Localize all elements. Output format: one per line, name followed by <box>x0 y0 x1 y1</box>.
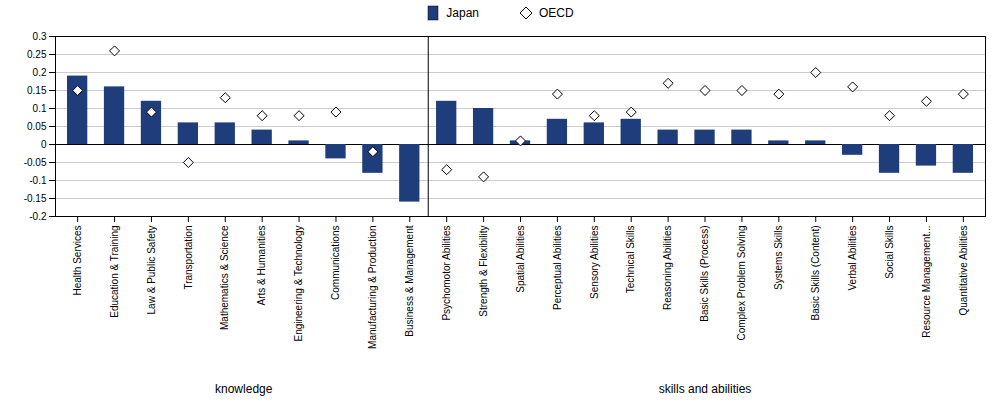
svg-text:-0.15: -0.15 <box>24 193 47 204</box>
svg-text:0: 0 <box>41 139 47 150</box>
svg-text:Basic Skills (Process): Basic Skills (Process) <box>699 226 710 322</box>
svg-text:Verbal Abilities: Verbal Abilities <box>847 226 858 291</box>
svg-text:Health Services: Health Services <box>72 226 83 296</box>
svg-text:Arts & Humanities: Arts & Humanities <box>256 226 267 306</box>
svg-text:Mathematics & Science: Mathematics & Science <box>219 225 230 330</box>
svg-text:Manufacturing & Production: Manufacturing & Production <box>367 226 378 349</box>
svg-text:0.1: 0.1 <box>33 103 47 114</box>
svg-text:Quantitative Abilities: Quantitative Abilities <box>958 226 969 316</box>
svg-text:Systems Skills: Systems Skills <box>773 226 784 290</box>
svg-text:-0.2: -0.2 <box>29 211 47 222</box>
svg-text:knowledge: knowledge <box>215 382 273 396</box>
html-text:OECD: OECD <box>539 6 574 20</box>
svg-text:0.05: 0.05 <box>27 121 47 132</box>
svg-text:Reasoning Abilities: Reasoning Abilities <box>662 226 673 311</box>
svg-text:-0.1: -0.1 <box>29 175 47 186</box>
svg-text:Communications: Communications <box>330 226 341 300</box>
svg-text:-0.05: -0.05 <box>24 157 47 168</box>
svg-text:Resource Management...: Resource Management... <box>921 226 932 338</box>
svg-text:Technical Skills: Technical Skills <box>625 226 636 294</box>
svg-text:Spatial Abilities: Spatial Abilities <box>515 226 526 293</box>
svg-text:0.2: 0.2 <box>33 67 47 78</box>
svg-text:Perceptual Abilities: Perceptual Abilities <box>552 226 563 311</box>
svg-text:Psychomotor Abilities: Psychomotor Abilities <box>441 226 452 321</box>
svg-text:Law & Public Safety: Law & Public Safety <box>146 226 157 315</box>
svg-text:Strength & Flexibility: Strength & Flexibility <box>478 226 489 317</box>
svg-text:Sensory Abilities: Sensory Abilities <box>589 226 600 299</box>
html-text:Japan: Japan <box>446 6 479 20</box>
svg-text:0.15: 0.15 <box>27 85 47 96</box>
svg-text:0.3: 0.3 <box>33 31 47 42</box>
svg-text:Business & Management: Business & Management <box>404 225 415 336</box>
svg-text:Engineering & Technology: Engineering & Technology <box>293 226 304 342</box>
svg-text:Basic Skills (Content): Basic Skills (Content) <box>810 226 821 321</box>
svg-text:skills and abilities: skills and abilities <box>659 382 752 396</box>
svg-text:0.25: 0.25 <box>27 49 47 60</box>
svg-text:Social Skills: Social Skills <box>884 226 895 279</box>
svg-text:Education & Training: Education & Training <box>109 226 120 318</box>
svg-text:Transportation: Transportation <box>183 226 194 290</box>
svg-text:Complex Problem Solving: Complex Problem Solving <box>736 226 747 341</box>
